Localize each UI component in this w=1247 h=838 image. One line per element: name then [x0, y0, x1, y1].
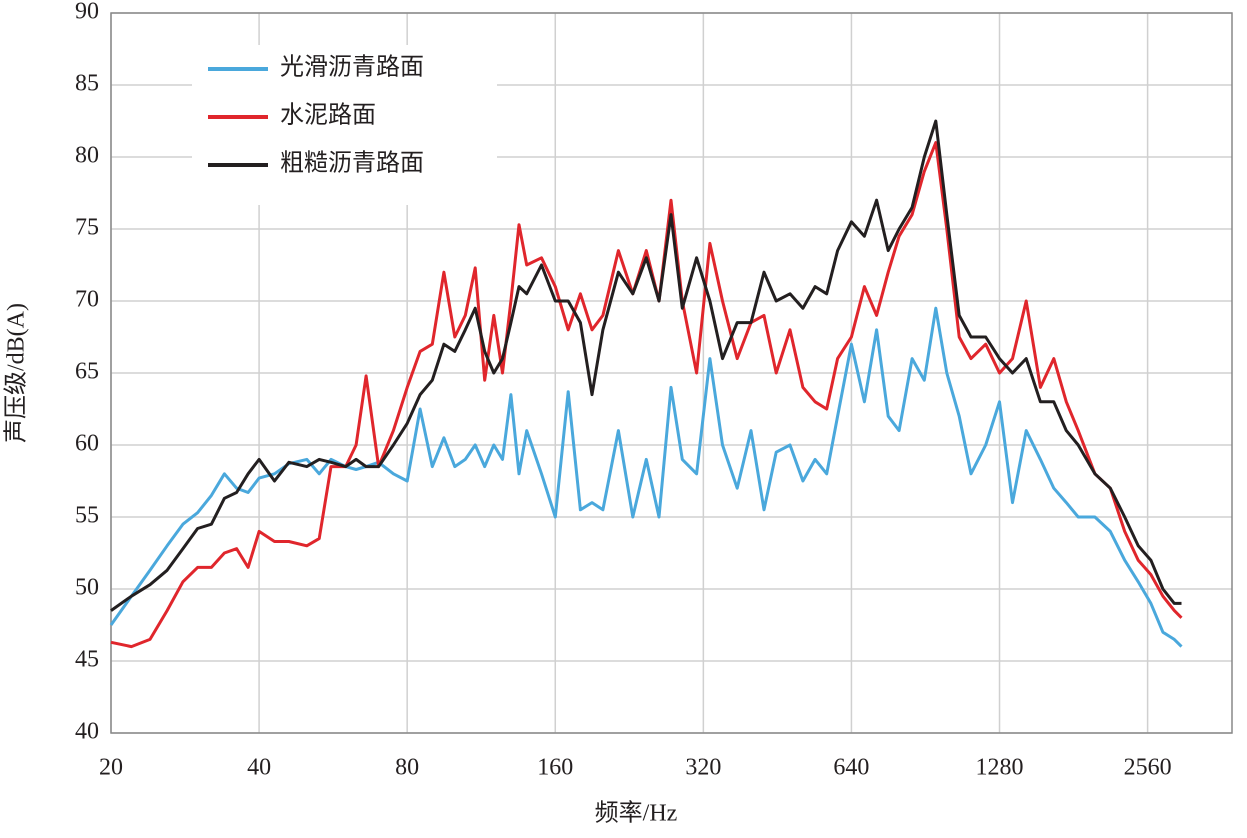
y-tick-label: 65: [75, 359, 99, 385]
y-tick-label: 90: [75, 0, 99, 25]
y-tick-label: 85: [75, 71, 99, 97]
x-tick-label: 160: [537, 755, 573, 781]
legend-box: [192, 45, 497, 205]
y-tick-label: 60: [75, 431, 99, 457]
legend-label: 水泥路面: [280, 102, 376, 129]
series-line: [110, 141, 1183, 649]
plot-frame: [110, 12, 1233, 734]
y-tick-label: 45: [75, 647, 99, 673]
x-tick-label: 80: [395, 755, 419, 781]
series-line: [110, 119, 1182, 612]
x-tick-label: 1280: [976, 755, 1024, 781]
y-tick-label: 40: [75, 719, 99, 745]
x-tick-label: 320: [685, 755, 721, 781]
y-tick-label: 80: [75, 143, 99, 169]
series-line: [109, 306, 1183, 648]
x-tick-label: 40: [247, 755, 271, 781]
legend-label: 光滑沥青路面: [280, 54, 424, 81]
y-tick-label: 55: [75, 503, 99, 529]
x-tick-label: 20: [99, 755, 123, 781]
x-tick-label: 2560: [1124, 755, 1172, 781]
y-tick-label: 50: [75, 575, 99, 601]
x-tick-label: 640: [833, 755, 869, 781]
x-axis-label: 频率/Hz: [595, 800, 678, 827]
y-tick-label: 75: [75, 215, 99, 241]
legend-label: 粗糙沥青路面: [280, 150, 424, 177]
y-axis-label: 声压级/dB(A): [3, 303, 30, 443]
y-tick-label: 70: [75, 287, 99, 313]
